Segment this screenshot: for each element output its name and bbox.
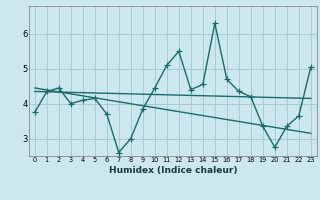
X-axis label: Humidex (Indice chaleur): Humidex (Indice chaleur) [108,166,237,175]
